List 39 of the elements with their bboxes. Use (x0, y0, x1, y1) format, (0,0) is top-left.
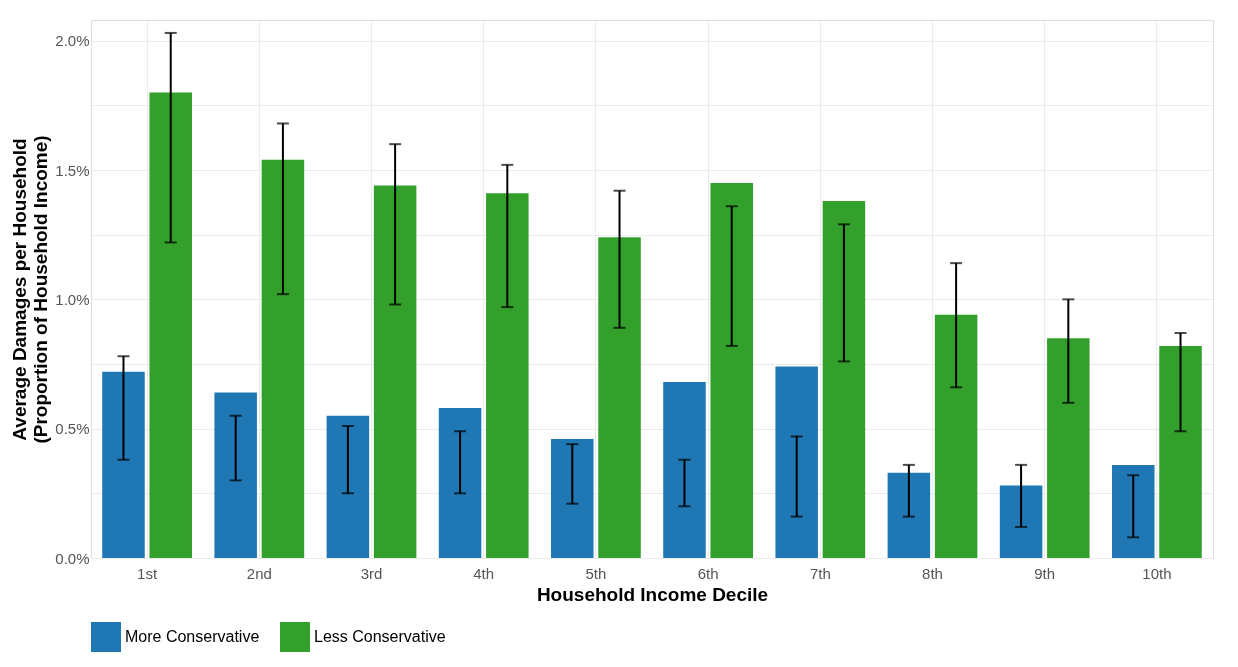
x-axis-title: Household Income Decile (536, 583, 769, 605)
bar (934, 314, 978, 558)
y-axis-title: Average Damages per Household (Proportion of Household Income) (9, 135, 52, 444)
bar (887, 472, 931, 558)
bar (999, 485, 1043, 558)
y-tick-label: 1.0% (55, 290, 90, 308)
bar (326, 415, 370, 558)
bar (551, 439, 594, 558)
x-tick-label: 1st (137, 564, 158, 582)
bar (438, 407, 482, 558)
bar (1047, 338, 1090, 558)
x-tick-label: 8th (922, 564, 943, 582)
y-tick-label: 0.5% (55, 420, 90, 438)
x-tick-label: 10th (1142, 564, 1172, 582)
bar (710, 182, 753, 558)
y-tick-label: 1.5% (55, 161, 90, 179)
x-tick-label: 5th (585, 564, 607, 582)
bar (822, 201, 866, 558)
x-tick-label: 4th (473, 564, 495, 582)
x-tick-label: 3rd (360, 564, 383, 582)
bar (214, 392, 257, 558)
x-tick-label: 2nd (246, 564, 272, 582)
bar (149, 92, 192, 558)
bar (663, 382, 706, 558)
y-tick-label: 0.0% (55, 549, 90, 567)
y-tick-label: 2.0% (55, 32, 90, 50)
x-tick-label: 7th (809, 564, 831, 582)
bar (598, 237, 641, 558)
bar (1159, 345, 1202, 558)
legend-label: Less Conservative (314, 628, 446, 645)
bar (102, 371, 145, 558)
bar (486, 193, 529, 558)
bar (373, 185, 417, 558)
bar (1112, 464, 1155, 558)
x-tick-label: 9th (1034, 564, 1056, 582)
x-tick-label: 6th (697, 564, 719, 582)
bar (775, 366, 818, 558)
bar (261, 159, 305, 558)
legend-label: More Conservative (125, 628, 260, 645)
